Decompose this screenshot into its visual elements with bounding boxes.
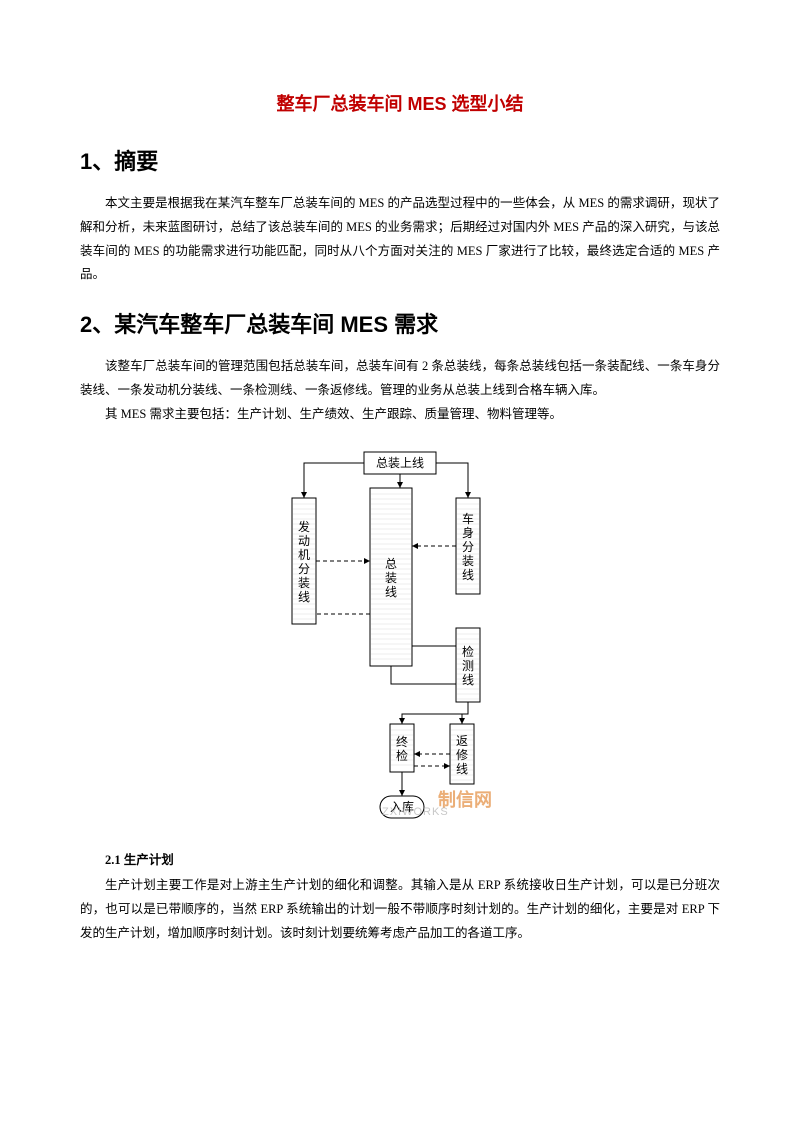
- flowchart-container: 总装上线发动机分装线总装线车身分装线检测线返修线终检入库 制信网 ZXIWORK…: [80, 446, 720, 831]
- req-paragraph-2: 其 MES 需求主要包括：生产计划、生产绩效、生产跟踪、质量管理、物料管理等。: [80, 403, 720, 427]
- abstract-paragraph: 本文主要是根据我在某汽车整车厂总装车间的 MES 的产品选型过程中的一些体会，从…: [80, 192, 720, 287]
- svg-text:检测线: 检测线: [462, 644, 474, 687]
- flowchart-svg: 总装上线发动机分装线总装线车身分装线检测线返修线终检入库: [250, 446, 550, 826]
- svg-text:返修线: 返修线: [456, 734, 468, 776]
- heading-2: 2、某汽车整车厂总装车间 MES 需求: [80, 307, 720, 339]
- section-abstract: 1、摘要 本文主要是根据我在某汽车整车厂总装车间的 MES 的产品选型过程中的一…: [80, 144, 720, 287]
- svg-text:总装上线: 总装上线: [376, 456, 424, 470]
- page-title: 整车厂总装车间 MES 选型小结: [80, 90, 720, 116]
- svg-text:车身分装线: 车身分装线: [462, 511, 474, 582]
- section-requirements: 2、某汽车整车厂总装车间 MES 需求 该整车厂总装车间的管理范围包括总装车间，…: [80, 307, 720, 946]
- req-paragraph-1: 该整车厂总装车间的管理范围包括总装车间，总装车间有 2 条总装线，每条总装线包括…: [80, 355, 720, 403]
- sub21-paragraph: 生产计划主要工作是对上游主生产计划的细化和调整。其输入是从 ERP 系统接收日生…: [80, 874, 720, 945]
- svg-text:终检: 终检: [396, 734, 408, 763]
- subheading-2-1: 2.1 生产计划: [80, 849, 720, 868]
- svg-text:发动机分装线: 发动机分装线: [298, 519, 310, 604]
- svg-text:总装线: 总装线: [385, 557, 397, 599]
- watermark-sub: ZXIWORKS: [382, 806, 449, 818]
- heading-1: 1、摘要: [80, 144, 720, 176]
